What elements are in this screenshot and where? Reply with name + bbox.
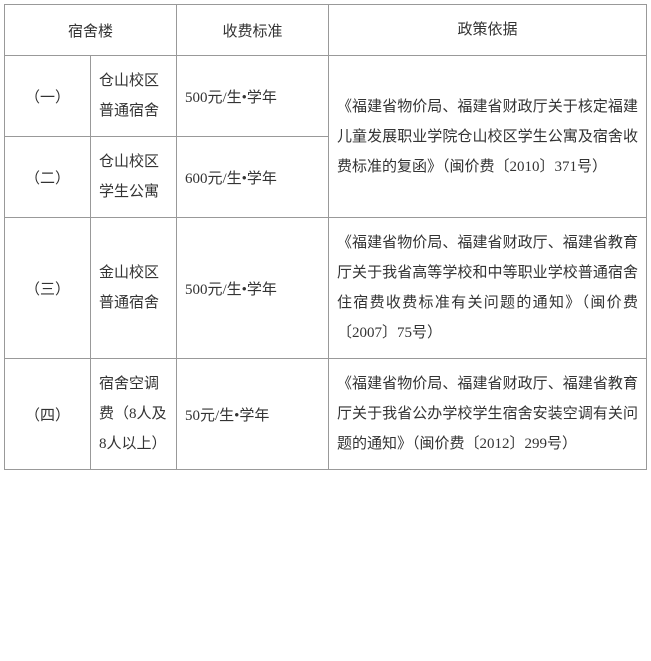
row-dorm: 金山校区普通宿舍: [91, 218, 177, 359]
table-row: （四） 宿舍空调费（8人及8人以上） 50元/生•学年 《福建省物价局、福建省财…: [5, 359, 647, 470]
row-index: （二）: [5, 137, 91, 218]
table-row: （一） 仓山校区普通宿舍 500元/生•学年 《福建省物价局、福建省财政厅关于核…: [5, 56, 647, 137]
table-header-row: 宿舍楼 收费标准 政策依据: [5, 5, 647, 56]
header-dorm: 宿舍楼: [5, 5, 177, 56]
policy-cell: 《福建省物价局、福建省财政厅、福建省教育厅关于我省公办学校学生宿舍安装空调有关问…: [329, 359, 647, 470]
row-fee: 500元/生•学年: [177, 218, 329, 359]
row-index: （一）: [5, 56, 91, 137]
policy-cell: 《福建省物价局、福建省财政厅、福建省教育厅关于我省高等学校和中等职业学校普通宿舍…: [329, 218, 647, 359]
row-fee: 500元/生•学年: [177, 56, 329, 137]
row-fee: 600元/生•学年: [177, 137, 329, 218]
row-fee: 50元/生•学年: [177, 359, 329, 470]
row-index: （三）: [5, 218, 91, 359]
row-dorm: 仓山校区普通宿舍: [91, 56, 177, 137]
row-index: （四）: [5, 359, 91, 470]
header-policy: 政策依据: [329, 5, 647, 56]
header-fee: 收费标准: [177, 5, 329, 56]
fee-standards-table: 宿舍楼 收费标准 政策依据 （一） 仓山校区普通宿舍 500元/生•学年 《福建…: [4, 4, 647, 470]
row-dorm: 宿舍空调费（8人及8人以上）: [91, 359, 177, 470]
policy-cell: 《福建省物价局、福建省财政厅关于核定福建儿童发展职业学院仓山校区学生公寓及宿舍收…: [329, 56, 647, 218]
table-row: （三） 金山校区普通宿舍 500元/生•学年 《福建省物价局、福建省财政厅、福建…: [5, 218, 647, 359]
row-dorm: 仓山校区学生公寓: [91, 137, 177, 218]
